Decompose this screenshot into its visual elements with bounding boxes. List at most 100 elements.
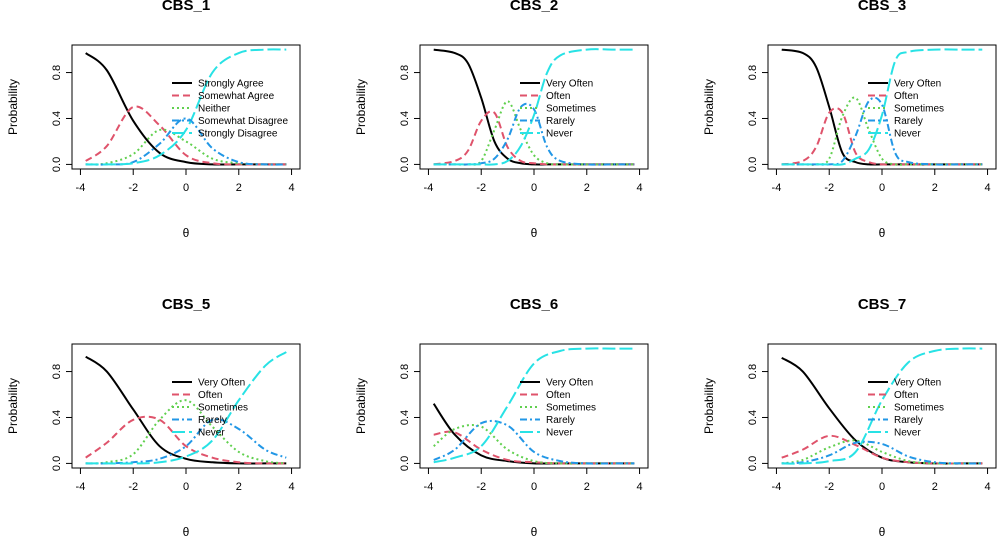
x-tick-label: -4 [424, 481, 434, 493]
legend-entry: Often [546, 390, 570, 401]
legend-entry: Strongly Agree [198, 79, 264, 90]
x-tick-label: -4 [424, 182, 434, 194]
y-tick-label: 0.0 [399, 157, 411, 172]
legend-entry: Often [894, 91, 918, 102]
chart-title: CBS_2 [510, 0, 558, 14]
x-tick-label: 2 [932, 182, 938, 194]
legend-entry: Never [894, 129, 921, 140]
x-tick-label: 4 [288, 182, 294, 194]
series-line-often [781, 434, 983, 465]
x-axis-label: θ [879, 226, 886, 240]
x-axis-label: θ [531, 525, 538, 539]
legend-entry: Very Often [546, 79, 593, 90]
y-tick-label: 0.0 [51, 456, 63, 471]
series-line-often [85, 415, 287, 465]
y-tick-label: 0.4 [747, 111, 759, 126]
legend-entry: Very Often [198, 378, 245, 389]
x-tick-label: 0 [183, 481, 189, 493]
series-line-rarely [85, 418, 287, 465]
y-tick-label: 0.8 [747, 65, 759, 80]
x-tick-label: -2 [128, 481, 138, 493]
legend-entry: Very Often [894, 378, 941, 389]
chart-panel-3: CBS_5 -4 -2 0 2 4 0.0 0.4 0.8 θ Probability Very Of… [6, 296, 301, 539]
series-line-never [433, 48, 635, 166]
x-tick-label: -4 [772, 481, 782, 493]
x-axis-label: θ [879, 525, 886, 539]
series-line-never [781, 48, 983, 166]
chart-title: CBS_1 [162, 0, 210, 14]
series-line-sometimes [433, 100, 635, 166]
series-line-often [433, 430, 635, 465]
x-tick-label: -2 [824, 182, 834, 194]
legend-entry: Rarely [546, 116, 575, 127]
plot-frame [419, 44, 649, 170]
y-tick-label: 0.8 [51, 65, 63, 80]
legend-entry: Sometimes [894, 403, 944, 414]
legend-entry: Sometimes [198, 403, 248, 414]
legend-entry: Very Often [894, 79, 941, 90]
legend-entry: Rarely [894, 415, 923, 426]
plot-frame [71, 44, 301, 170]
legend-entry: Rarely [894, 116, 923, 127]
chart-title: CBS_3 [858, 0, 906, 14]
legend-entry: Often [546, 91, 570, 102]
x-tick-label: 2 [932, 481, 938, 493]
x-tick-label: -2 [476, 182, 486, 194]
y-axis-label: Probability [354, 378, 368, 434]
y-axis-label: Probability [6, 79, 20, 135]
chart-panel-0: CBS_1 -4 -2 0 2 4 0.0 0.4 0.8 θ Probability Strongl… [6, 0, 301, 240]
y-tick-label: 0.4 [399, 111, 411, 126]
plot-frame [767, 44, 997, 170]
y-tick-label: 0.0 [51, 157, 63, 172]
chart-panel-1: CBS_2 -4 -2 0 2 4 0.0 0.4 0.8 θ Probability Very Of… [354, 0, 649, 240]
y-tick-label: 0.0 [399, 456, 411, 471]
x-tick-label: 0 [183, 182, 189, 194]
series-line-sometimes [85, 399, 287, 465]
x-tick-label: 4 [636, 182, 642, 194]
x-tick-label: 2 [584, 481, 590, 493]
y-tick-label: 0.0 [747, 157, 759, 172]
y-tick-label: 0.8 [51, 364, 63, 379]
x-tick-label: 2 [584, 182, 590, 194]
series-line-sometimes [781, 439, 983, 465]
x-tick-label: 0 [879, 182, 885, 194]
legend-entry: Never [198, 428, 225, 439]
y-tick-label: 0.4 [51, 410, 63, 425]
series-line-very-often [781, 48, 983, 166]
series-line-rarely [781, 96, 983, 166]
series-line-sometimes [781, 96, 983, 166]
legend-entry: Very Often [546, 378, 593, 389]
x-tick-label: -4 [76, 481, 86, 493]
series-line-never [85, 351, 287, 465]
series-line-never [433, 347, 635, 464]
y-tick-label: 0.4 [51, 111, 63, 126]
series-line-somewhat-disagree [85, 117, 287, 166]
series-line-rarely [781, 440, 983, 465]
series-line-very-often [432, 403, 635, 465]
x-tick-label: 4 [984, 182, 990, 194]
legend-entry: Neither [198, 104, 231, 115]
chart-panel-4: CBS_6 -4 -2 0 2 4 0.0 0.4 0.8 θ Probability Very Of… [354, 296, 649, 539]
x-tick-label: 4 [288, 481, 294, 493]
y-tick-label: 0.4 [399, 410, 411, 425]
x-tick-label: -4 [76, 182, 86, 194]
chart-title: CBS_7 [858, 296, 906, 313]
x-tick-label: 4 [636, 481, 642, 493]
x-tick-label: 0 [531, 481, 537, 493]
x-axis-label: θ [183, 226, 190, 240]
legend-entry: Often [198, 390, 222, 401]
legend-entry: Sometimes [546, 104, 596, 115]
legend-entry: Somewhat Agree [198, 91, 275, 102]
y-tick-label: 0.0 [747, 456, 759, 471]
y-axis-label: Probability [6, 378, 20, 434]
legend-entry: Sometimes [894, 104, 944, 115]
legend-entry: Somewhat Disagree [198, 116, 288, 127]
y-axis-label: Probability [702, 79, 716, 135]
y-tick-label: 0.8 [399, 65, 411, 80]
plot-frame [419, 343, 649, 469]
y-tick-label: 0.4 [747, 410, 759, 425]
series-line-very-often [433, 48, 635, 166]
chart-title: CBS_5 [162, 296, 210, 313]
x-tick-label: -4 [772, 182, 782, 194]
